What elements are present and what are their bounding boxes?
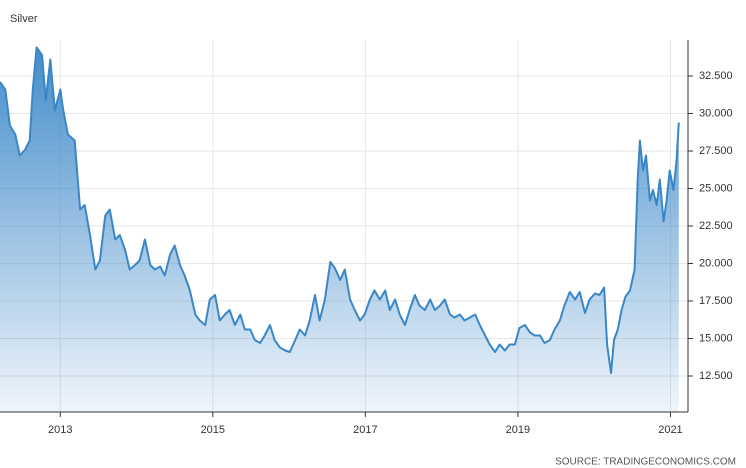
x-tick-label: 2017 (353, 424, 377, 436)
x-tick-label: 2019 (506, 424, 530, 436)
y-tick-label: 25.000 (699, 182, 733, 194)
y-tick-label: 12.500 (699, 370, 733, 382)
y-tick-label: 17.500 (699, 295, 733, 307)
x-tick-label: 2021 (658, 424, 682, 436)
y-tick-label: 27.500 (699, 145, 733, 157)
x-tick-label: 2015 (201, 424, 225, 436)
y-tick-label: 30.000 (699, 107, 733, 119)
chart-title: Silver (10, 13, 38, 25)
area (0, 47, 679, 412)
source: SOURCE: TRADINGECONOMICS.COM (555, 457, 736, 468)
x-tick-label: 2013 (48, 424, 72, 436)
y-tick-label: 32.500 (699, 70, 733, 82)
line (0, 46, 680, 374)
y-tick-label: 22.500 (699, 220, 733, 232)
y-tick-label: 20.000 (699, 257, 733, 269)
y-tick-label: 15.000 (699, 332, 733, 344)
